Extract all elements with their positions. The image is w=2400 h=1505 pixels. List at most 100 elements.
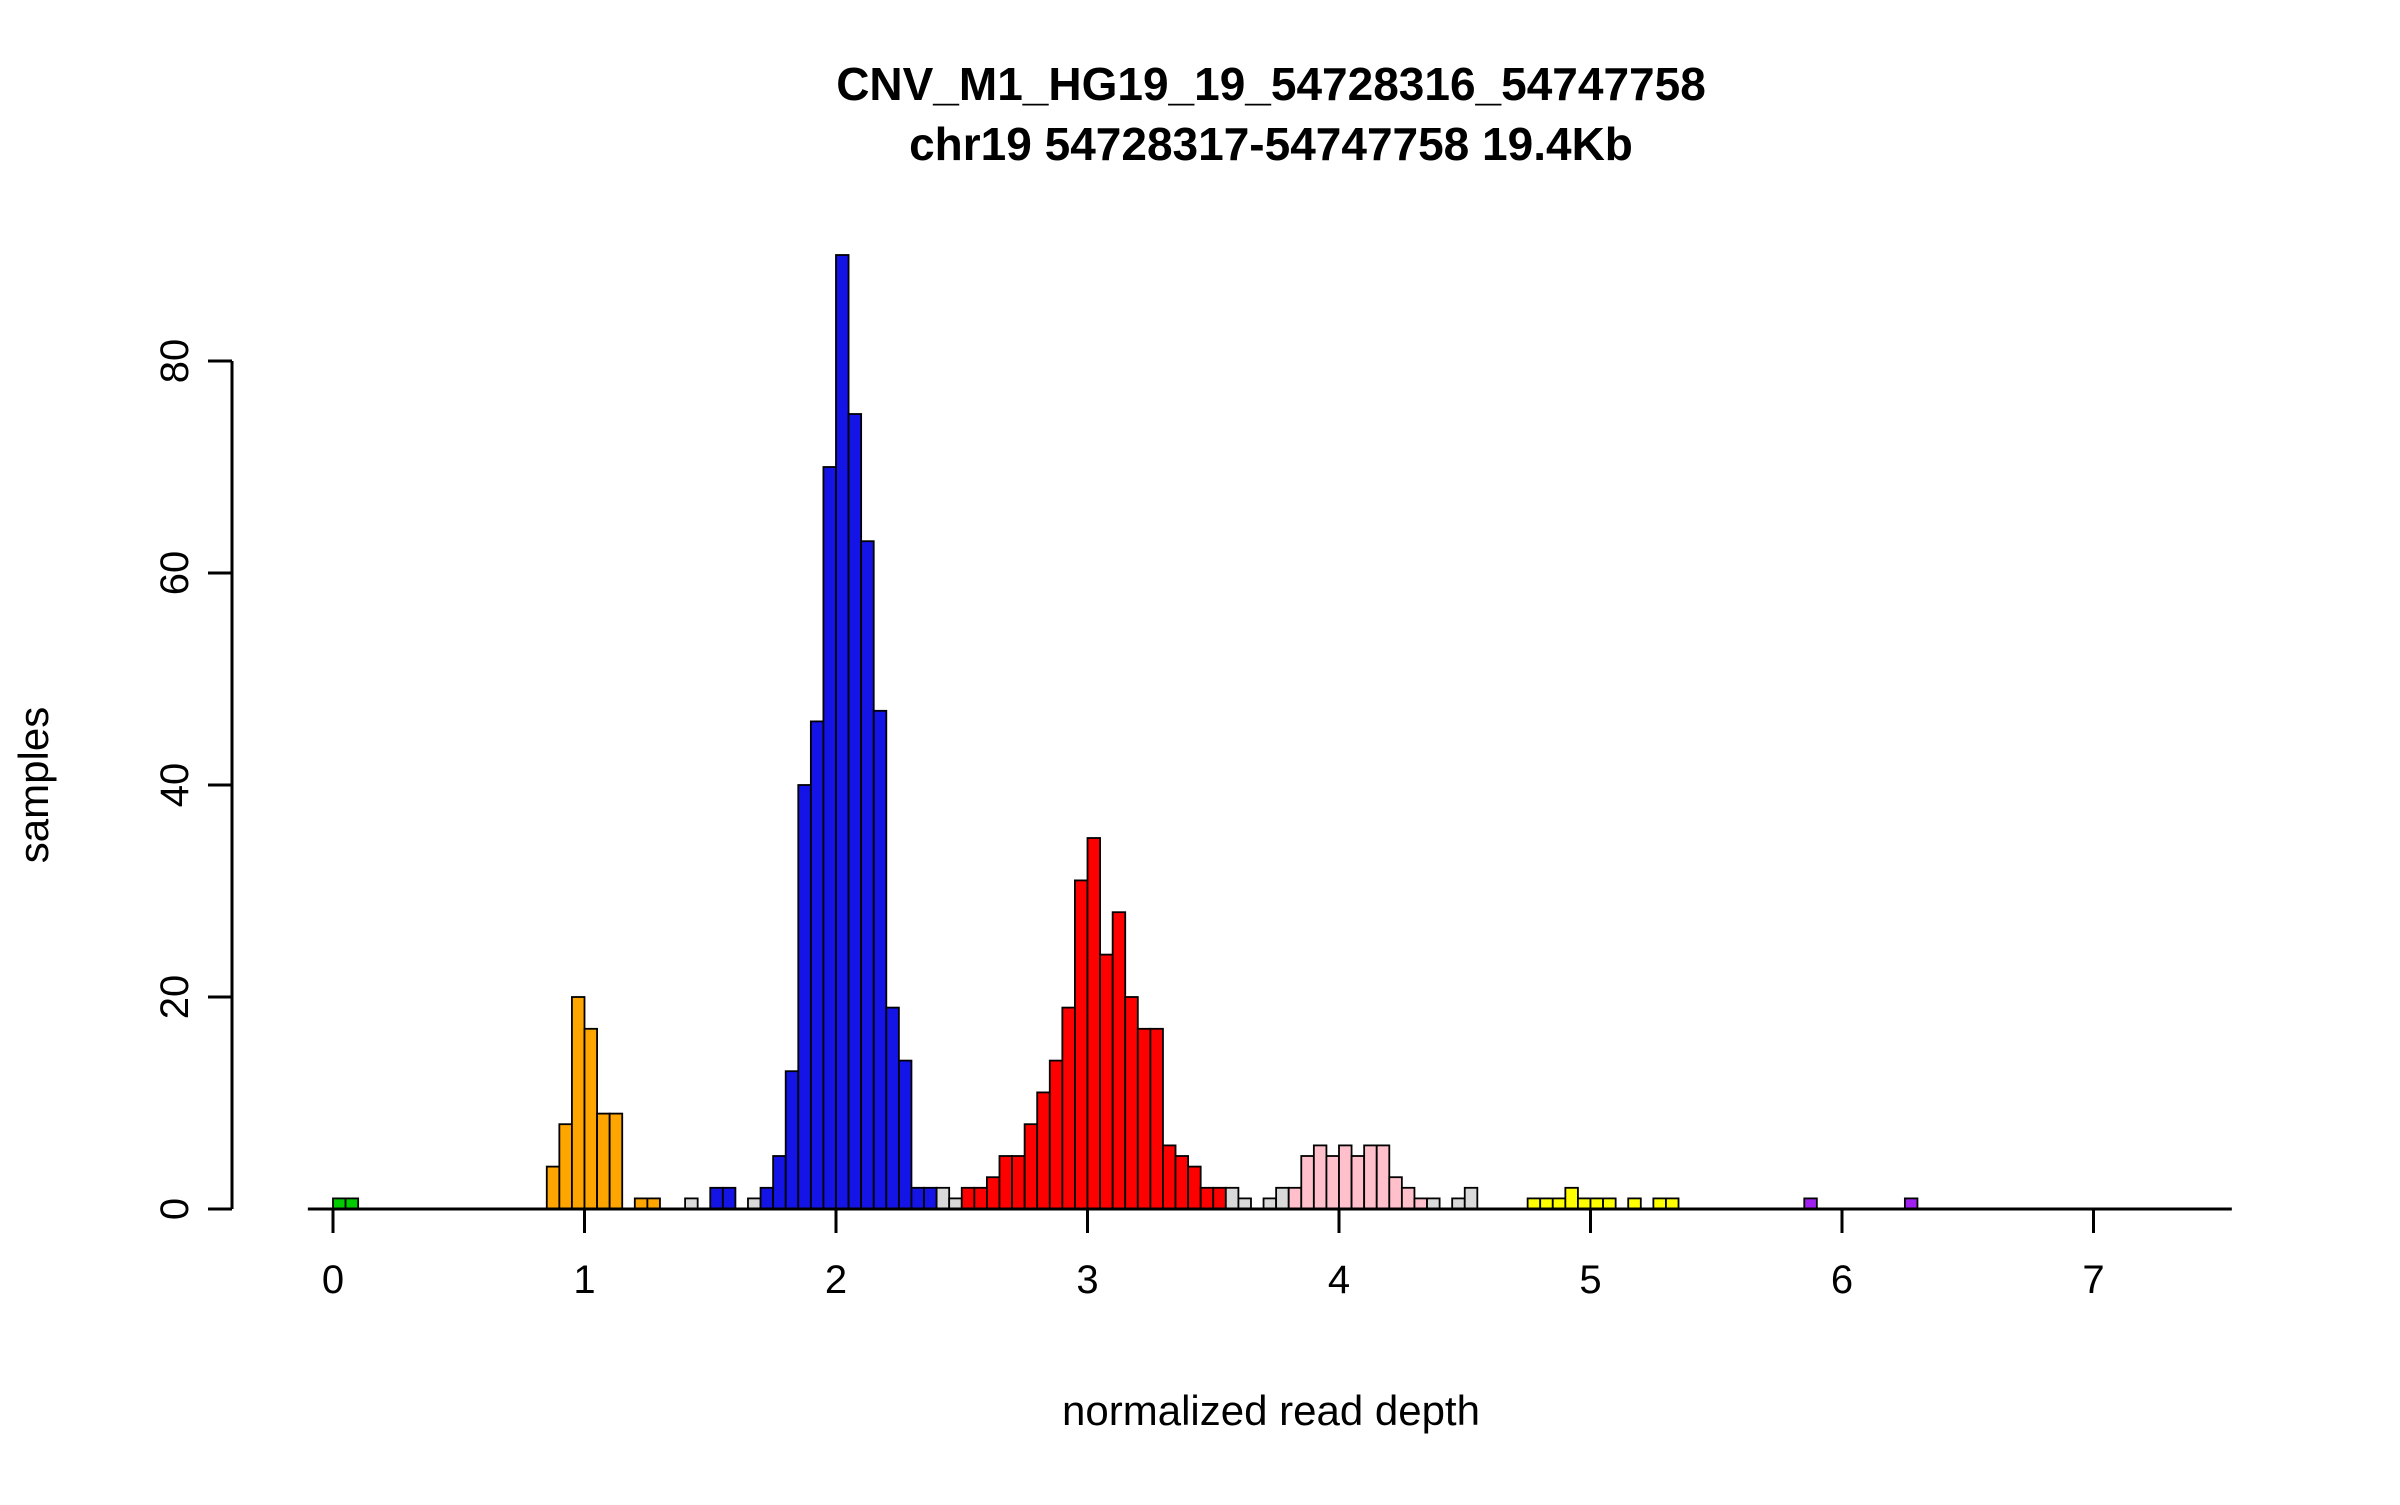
histogram-bar [1426, 1197, 1441, 1210]
histogram-bar [885, 1006, 900, 1210]
histogram-bar [1375, 1144, 1391, 1210]
histogram-bar [1036, 1091, 1051, 1210]
histogram-bar [332, 1197, 347, 1210]
x-tick-label: 2 [825, 1258, 847, 1302]
histogram-bar [596, 1112, 611, 1210]
histogram-bar [1564, 1186, 1579, 1210]
histogram-bar [960, 1186, 976, 1210]
histogram-bar [1338, 1144, 1353, 1210]
histogram-bar [986, 1176, 1001, 1210]
x-tick-label: 5 [1579, 1258, 1601, 1302]
histogram-bar [709, 1186, 724, 1210]
histogram-bar [1652, 1197, 1667, 1210]
histogram-bar [872, 709, 888, 1210]
bars-group [332, 254, 1919, 1210]
histogram-bar [847, 413, 863, 1210]
histogram-bar [1174, 1155, 1190, 1210]
y-tick-label: 20 [153, 975, 197, 1020]
histogram-bar [923, 1186, 938, 1210]
histogram-bar [1162, 1144, 1177, 1210]
histogram-bar [835, 254, 850, 1210]
histogram-bar [1187, 1165, 1202, 1210]
histogram-bar [772, 1155, 787, 1210]
histogram-bar [998, 1155, 1013, 1210]
histogram-bar [1350, 1155, 1366, 1210]
y-tick-label: 60 [153, 551, 197, 596]
histogram-bar [1400, 1186, 1416, 1210]
histogram-bar [1237, 1197, 1252, 1210]
histogram-bar [1803, 1197, 1818, 1210]
histogram-bar [1074, 879, 1089, 1210]
histogram-bar [1551, 1197, 1567, 1210]
histogram-bar [1577, 1197, 1592, 1210]
histogram-bar [684, 1197, 699, 1210]
histogram-bar [1048, 1059, 1064, 1210]
histogram-bar [1325, 1155, 1340, 1210]
histogram-bar [1903, 1197, 1919, 1210]
chart-title: CNV_M1_HG19_19_54728316_54747758 [836, 58, 1706, 110]
histogram-bar [1224, 1186, 1240, 1210]
histogram-bar [822, 466, 837, 1210]
histogram-bar [721, 1186, 737, 1210]
histogram-bar [646, 1197, 661, 1210]
histogram-bar [1061, 1006, 1076, 1210]
histogram-bar [1589, 1197, 1604, 1210]
x-tick-label: 6 [1831, 1258, 1853, 1302]
histogram-bar [910, 1186, 925, 1210]
x-tick-label: 1 [573, 1258, 595, 1302]
x-tick-label: 4 [1328, 1258, 1350, 1302]
histogram-bar [1526, 1197, 1542, 1210]
y-axis-label: samples [10, 707, 57, 863]
histogram-bar [747, 1197, 762, 1210]
histogram-bar [1627, 1197, 1642, 1210]
histogram-bar [583, 1027, 598, 1210]
histogram-bar [1086, 837, 1101, 1210]
histogram-bar [1149, 1027, 1164, 1210]
histogram-bar [1136, 1027, 1152, 1210]
histogram-bar [1212, 1186, 1227, 1210]
histogram-bar [1602, 1197, 1617, 1210]
histogram-bar [935, 1186, 951, 1210]
histogram-bar [1539, 1197, 1554, 1210]
histogram-bar [1124, 996, 1139, 1210]
histogram-bar [1312, 1144, 1328, 1210]
histogram-bar [784, 1070, 800, 1210]
histogram-bar [344, 1197, 360, 1210]
histogram-bar [1388, 1176, 1403, 1210]
axes-group: 0 1 2 3 4 5 6 7 0 20 40 60 80 [153, 339, 2232, 1302]
x-tick-label: 0 [322, 1258, 344, 1302]
histogram-bar [1099, 953, 1114, 1210]
histogram-bar [558, 1123, 573, 1210]
histogram-bar [571, 996, 586, 1210]
x-axis-label: normalized read depth [1062, 1387, 1480, 1434]
y-tick-label: 0 [153, 1198, 197, 1220]
histogram-bar [1665, 1197, 1680, 1210]
histogram-bar [545, 1165, 561, 1210]
histogram-bar [1287, 1186, 1303, 1210]
histogram-bar [1199, 1186, 1215, 1210]
histogram-bar [973, 1186, 988, 1210]
x-tick-label: 7 [2082, 1258, 2104, 1302]
histogram-bar [809, 720, 825, 1210]
histogram-bar [948, 1197, 963, 1210]
y-tick-label: 40 [153, 763, 197, 808]
histogram-bar [1413, 1197, 1428, 1210]
histogram-bar [1111, 911, 1127, 1210]
histogram-bar [1011, 1155, 1026, 1210]
histogram-bar [1363, 1144, 1378, 1210]
histogram-bar [1262, 1197, 1278, 1210]
histogram-bar [1300, 1155, 1315, 1210]
histogram-bar [860, 540, 875, 1210]
histogram-bar [759, 1186, 775, 1210]
histogram-bar [1451, 1197, 1466, 1210]
histogram-bar [633, 1197, 649, 1210]
histogram-bar [797, 784, 812, 1210]
histogram-bar [1463, 1186, 1479, 1210]
x-tick-label: 3 [1076, 1258, 1098, 1302]
y-tick-label: 80 [153, 339, 197, 384]
histogram-bar [1023, 1123, 1039, 1210]
histogram-bar [608, 1112, 624, 1210]
chart-subtitle: chr19 54728317-54747758 19.4Kb [909, 118, 1633, 170]
